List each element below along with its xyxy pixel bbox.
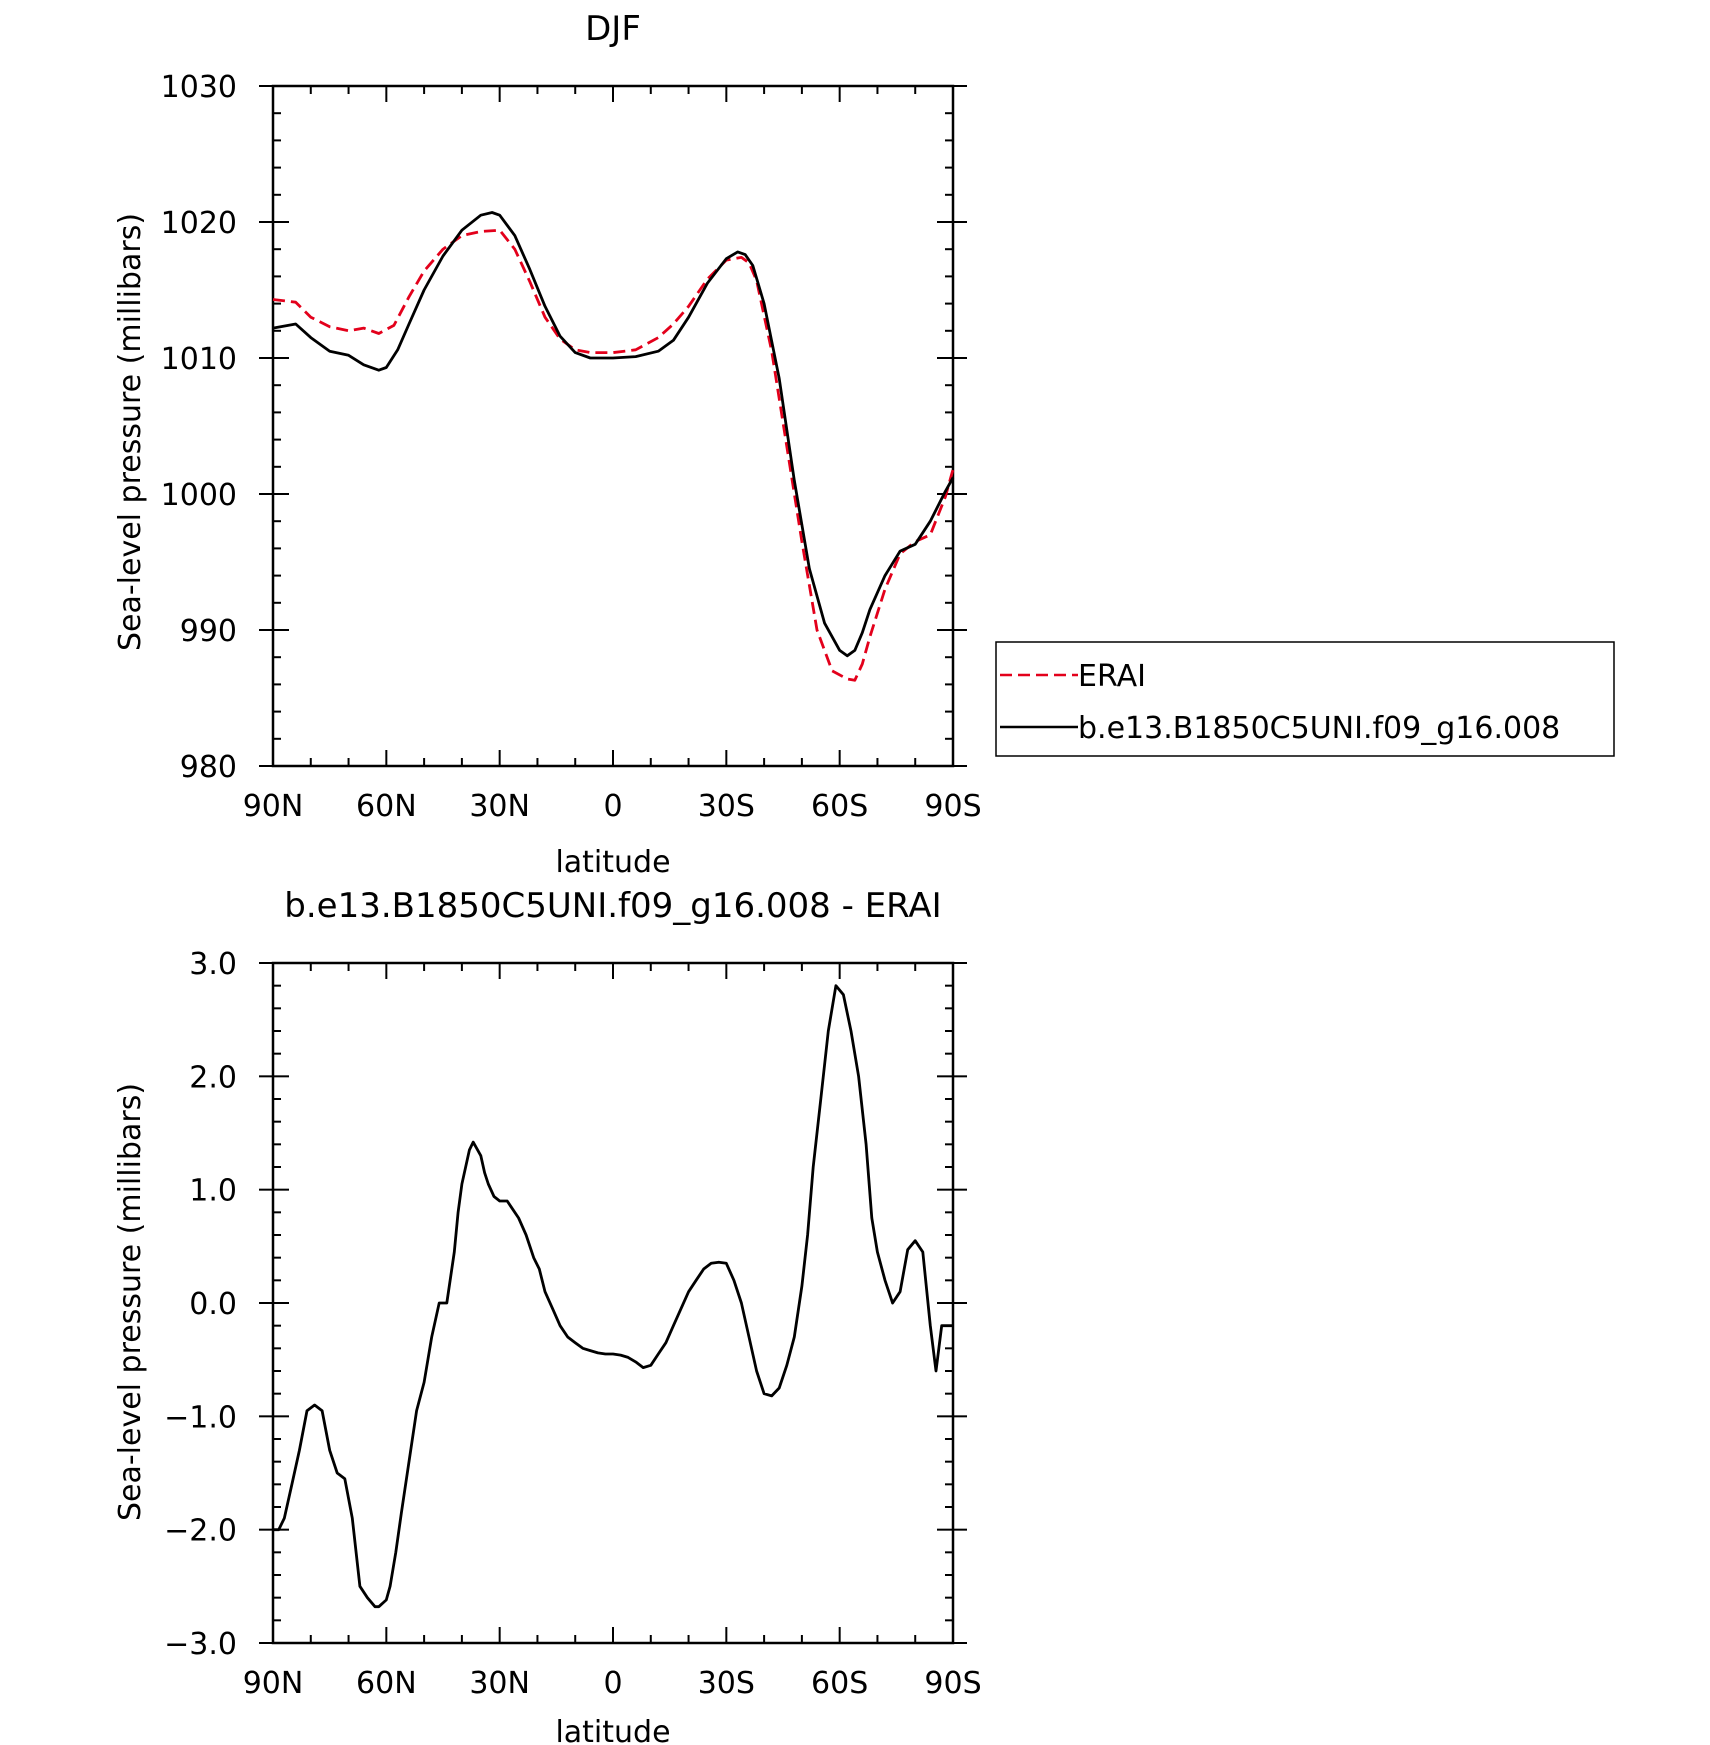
y-tick-label: 1030 <box>161 70 237 105</box>
x-tick-label: 30N <box>469 1666 530 1701</box>
bottom-chart-title: b.e13.B1850C5UNI.f09_g16.008 - ERAI <box>284 886 941 926</box>
series-line-erai <box>272 228 955 682</box>
y-tick-label: 3.0 <box>189 947 237 982</box>
y-tick-label: 1000 <box>161 478 237 513</box>
x-tick-label: 90S <box>924 789 981 824</box>
x-tick-label: 30S <box>698 789 755 824</box>
legend-label-erai: ERAI <box>1078 659 1146 694</box>
top-chart-title: DJF <box>585 9 641 49</box>
x-tick-label: 90N <box>243 789 304 824</box>
plot-frame <box>271 84 955 768</box>
series-line-difference <box>273 984 953 1609</box>
y-tick-label: 1020 <box>161 206 237 241</box>
x-tick-label: 60S <box>811 789 868 824</box>
x-tick-label: 90S <box>924 1666 981 1701</box>
y-tick-label: −1.0 <box>164 1400 237 1435</box>
x-tick-label: 0 <box>603 1666 622 1701</box>
y-tick-label: 990 <box>180 614 237 649</box>
y-tick-label: 0.0 <box>189 1287 237 1322</box>
top-x-axis-label: latitude <box>555 845 670 880</box>
y-tick-label: −2.0 <box>164 1514 237 1549</box>
x-tick-label: 60S <box>811 1666 868 1701</box>
y-tick-label: 2.0 <box>189 1060 237 1095</box>
plot-frame <box>271 961 955 1645</box>
legend-label-model: b.e13.B1850C5UNI.f09_g16.008 <box>1078 711 1560 746</box>
bottom-y-axis-label: Sea-level pressure (millibars) <box>113 1083 148 1521</box>
x-tick-label: 30S <box>698 1666 755 1701</box>
top-y-axis-label: Sea-level pressure (millibars) <box>113 213 148 651</box>
top-panel: 90N 60N 30N 0 30S 60S 90S 980 990 1000 1010 1020 103… <box>161 70 982 824</box>
x-tick-label: 60N <box>356 789 417 824</box>
series-line-b-e13-b1850c5uni-f09-g16-008 <box>272 211 955 658</box>
y-tick-label: 1010 <box>161 342 237 377</box>
bottom-panel: 90N 60N 30N 0 30S 60S 90S −3.0 −2.0 −1.0 0.0 1.0 2.0… <box>164 947 981 1701</box>
bottom-x-axis-label: latitude <box>555 1715 670 1745</box>
x-tick-label: 0 <box>603 789 622 824</box>
y-tick-label: 1.0 <box>189 1174 237 1209</box>
x-tick-label: 30N <box>469 789 530 824</box>
legend: ERAI b.e13.B1850C5UNI.f09_g16.008 <box>995 641 1615 757</box>
x-tick-label: 60N <box>356 1666 417 1701</box>
y-tick-label: −3.0 <box>164 1627 237 1662</box>
legend-box <box>995 641 1615 757</box>
x-tick-label: 90N <box>243 1666 304 1701</box>
y-tick-label: 980 <box>180 750 237 785</box>
